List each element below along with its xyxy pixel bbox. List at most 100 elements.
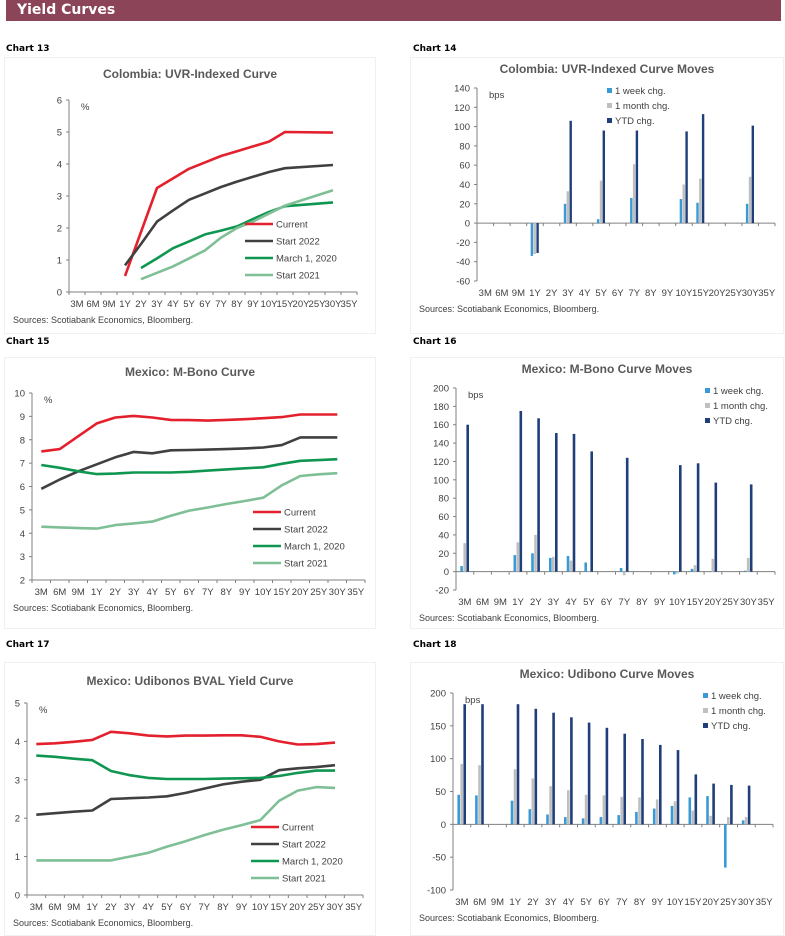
series-line-march-1-2020 <box>41 457 338 476</box>
x-tick-label: 6Y <box>612 288 624 299</box>
y-tick-label: 3 <box>57 192 62 203</box>
bar-1-week-chg- <box>530 223 534 256</box>
y-tick-label: 8 <box>20 435 25 446</box>
bar-1-month-chg- <box>691 810 695 825</box>
bar-1-month-chg- <box>567 790 570 825</box>
y-tick-label: 140 <box>433 439 449 450</box>
x-tick-label: 6Y <box>601 597 613 608</box>
x-tick-label: 10Y <box>255 587 273 598</box>
x-tick-label: 1Y <box>91 587 103 598</box>
chart-source: Sources: Scotiabank Economics, Bloomberg… <box>13 603 193 613</box>
x-tick-label: 15Y <box>685 897 703 908</box>
bar-1-month-chg- <box>727 817 730 825</box>
y-tick-label: 160 <box>433 420 449 431</box>
chart-title: Mexico: Udibono Curve Moves <box>520 667 695 681</box>
legend-label: Start 2022 <box>276 237 320 248</box>
legend-label: Current <box>284 508 316 519</box>
bar-1-week-chg- <box>617 815 620 825</box>
bar-1-month-chg- <box>516 542 520 572</box>
y-tick-label: -50 <box>432 853 446 864</box>
y-tick-label: 0 <box>465 219 470 230</box>
bar-ytd-chg- <box>519 411 523 572</box>
y-unit-label: % <box>39 705 48 716</box>
x-tick-label: 6Y <box>598 897 610 908</box>
x-tick-label: 3M <box>458 597 471 608</box>
y-tick-label: 9 <box>20 412 25 423</box>
x-tick-label: 30Y <box>325 299 343 310</box>
y-tick-label: 140 <box>454 84 470 95</box>
bar-1-week-chg- <box>475 795 478 825</box>
y-tick-label: 60 <box>438 512 449 523</box>
legend-label: 1 week chg. <box>713 386 764 397</box>
legend-label: March 1, 2020 <box>282 857 343 868</box>
x-tick-label: 4Y <box>146 587 158 598</box>
bar-ytd-chg- <box>534 708 538 825</box>
bar-ytd-chg- <box>555 433 558 572</box>
bar-ytd-chg- <box>679 465 682 572</box>
bar-1-month-chg- <box>534 534 537 572</box>
bar-ytd-chg- <box>749 484 753 572</box>
chart-mexico-udibono-moves: Mexico: Udibono Curve Moves -100 -50 0 50 100… <box>410 662 784 936</box>
bar-ytd-chg- <box>623 733 626 825</box>
x-tick-label: 7Y <box>202 587 214 598</box>
x-tick-label: 10Y <box>667 897 685 908</box>
x-tick-label: 6Y <box>180 902 192 913</box>
bar-1-month-chg- <box>549 786 552 825</box>
x-tick-label: 6M <box>495 288 508 299</box>
bar-ytd-chg- <box>569 120 572 224</box>
bar-1-week-chg- <box>513 555 517 572</box>
y-tick-label: 1 <box>15 852 20 863</box>
x-tick-label: 10Y <box>261 299 279 310</box>
legend-label: Current <box>282 823 314 834</box>
legend-label: 1 month chg. <box>711 706 766 717</box>
x-tick-label: 8Y <box>645 288 657 299</box>
bar-ytd-chg- <box>676 750 680 825</box>
y-tick-label: 3 <box>20 552 25 563</box>
x-tick-label: 4Y <box>565 597 577 608</box>
legend-label: Start 2021 <box>282 874 326 885</box>
bar-ytd-chg- <box>572 433 576 572</box>
bar-1-month-chg- <box>676 571 679 574</box>
chart-title: Mexico: M-Bono Curve <box>125 365 255 379</box>
chart-title: Mexico: Udibonos BVAL Yield Curve <box>87 674 294 688</box>
y-tick-label: -20 <box>456 238 470 249</box>
chart-13-label: Chart 13 <box>6 44 50 54</box>
x-tick-label: 15Y <box>277 299 295 310</box>
x-tick-label: 7Y <box>628 288 640 299</box>
bar-1-month-chg- <box>746 557 750 572</box>
bar-1-week-chg- <box>741 820 745 825</box>
series-line-start-2021 <box>140 188 334 281</box>
legend-label: 1 month chg. <box>615 101 670 112</box>
bar-1-month-chg- <box>460 763 463 825</box>
x-tick-label: 3Y <box>128 587 140 598</box>
x-tick-label: 9M <box>72 587 85 598</box>
bar-ytd-chg- <box>537 418 540 572</box>
y-unit-label: % <box>81 102 90 113</box>
x-tick-label: 9Y <box>652 897 664 908</box>
legend-label: Start 2022 <box>282 840 326 851</box>
bar-1-month-chg- <box>673 801 677 825</box>
bar-ytd-chg- <box>625 457 629 572</box>
y-tick-label: 20 <box>459 199 470 210</box>
bar-ytd-chg- <box>605 727 609 825</box>
bar-1-month-chg- <box>552 556 555 572</box>
x-tick-label: 30Y <box>327 902 345 913</box>
x-tick-label: 1Y <box>87 902 99 913</box>
x-tick-label: 3M <box>70 299 83 310</box>
y-tick-label: 200 <box>433 384 449 395</box>
y-unit-label: bps <box>468 390 484 401</box>
chart-source: Sources: Scotiabank Economics, Bloomberg… <box>419 613 599 623</box>
bar-ytd-chg- <box>701 114 705 224</box>
x-tick-label: 9Y <box>236 902 248 913</box>
legend-swatch <box>705 388 710 393</box>
y-tick-label: 20 <box>438 549 449 560</box>
bar-1-week-chg- <box>596 219 600 224</box>
chart-16-label: Chart 16 <box>413 337 457 347</box>
x-tick-label: 35Y <box>341 299 359 310</box>
x-tick-label: 10Y <box>669 597 687 608</box>
bar-1-week-chg- <box>460 566 463 572</box>
bar-1-month-chg- <box>699 178 702 224</box>
x-tick-label: 20Y <box>289 902 307 913</box>
legend-swatch <box>703 723 708 728</box>
bar-ytd-chg- <box>714 482 718 572</box>
